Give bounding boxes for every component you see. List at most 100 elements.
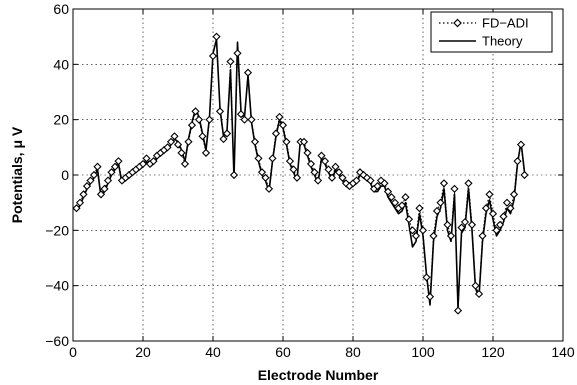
- data-point-fd-adi: [254, 154, 263, 163]
- x-tick-label: 140: [551, 344, 575, 360]
- y-tick-label: −40: [45, 278, 69, 294]
- data-point-fd-adi: [75, 198, 85, 207]
- data-point-fd-adi: [107, 168, 116, 177]
- data-point-fd-adi: [320, 157, 330, 166]
- data-point-fd-adi: [187, 121, 197, 130]
- data-point-fd-adi: [114, 157, 123, 166]
- data-point-fd-adi: [282, 137, 291, 146]
- data-point-fd-adi: [331, 162, 340, 171]
- data-point-fd-adi: [201, 148, 211, 157]
- data-point-fd-adi: [264, 184, 274, 193]
- data-point-fd-adi: [429, 231, 438, 240]
- data-point-fd-adi: [464, 179, 473, 188]
- data-point-fd-adi: [485, 190, 494, 199]
- legend-box: [430, 11, 553, 53]
- data-point-fd-adi: [233, 49, 242, 58]
- data-point-fd-adi: [222, 129, 232, 138]
- data-point-fd-adi: [509, 190, 519, 199]
- data-point-fd-adi: [215, 107, 225, 116]
- data-point-fd-adi: [450, 184, 459, 193]
- data-point-fd-adi: [334, 168, 344, 177]
- data-point-fd-adi: [495, 220, 505, 229]
- data-point-fd-adi: [422, 273, 431, 282]
- data-point-fd-adi: [443, 220, 452, 229]
- data-point-fd-adi: [481, 204, 491, 213]
- data-point-fd-adi: [467, 220, 477, 229]
- data-point-fd-adi: [488, 209, 498, 218]
- data-point-fd-adi: [338, 173, 347, 182]
- data-point-fd-adi: [380, 179, 389, 188]
- data-point-fd-adi: [278, 121, 288, 130]
- data-point-fd-adi: [401, 193, 410, 202]
- legend-label-theory: Theory: [482, 34, 523, 49]
- data-point-fd-adi: [236, 110, 246, 119]
- data-point-fd-adi: [198, 132, 207, 141]
- data-point-fd-adi: [516, 140, 526, 149]
- data-point-fd-adi: [110, 162, 120, 171]
- data-point-fd-adi: [180, 159, 190, 169]
- axis-ticks: 0 20 40 60 80 100 120 140 −60 −40 −20 0 20 40 60: [45, 1, 575, 360]
- grid: [73, 9, 563, 341]
- x-axis-title: Electrode Number: [258, 367, 379, 383]
- data-point-fd-adi: [425, 292, 435, 301]
- y-tick-label: 40: [53, 56, 69, 72]
- series-line-theory: [75, 38, 526, 309]
- y-tick-label: 60: [53, 1, 69, 17]
- data-point-fd-adi: [373, 181, 382, 191]
- data-point-fd-adi: [149, 157, 158, 166]
- data-point-fd-adi: [397, 201, 407, 210]
- data-point-fd-adi: [292, 173, 302, 182]
- x-tick-label: 0: [69, 344, 77, 360]
- data-point-fd-adi: [79, 190, 88, 199]
- data-point-fd-adi: [289, 165, 298, 174]
- data-point-fd-adi: [212, 32, 221, 41]
- data-point-fd-adi: [271, 129, 281, 138]
- data-point-fd-adi: [513, 157, 522, 166]
- data-point-fd-adi: [275, 112, 284, 121]
- y-tick-label: 0: [61, 167, 69, 183]
- data-point-fd-adi: [247, 115, 256, 124]
- data-point-fd-adi: [471, 281, 480, 290]
- data-point-fd-adi: [100, 184, 109, 193]
- data-point-fd-adi: [436, 198, 445, 207]
- data-point-fd-adi: [446, 231, 456, 240]
- data-point-fd-adi: [240, 115, 249, 124]
- data-point-fd-adi: [243, 68, 253, 77]
- data-point-fd-adi: [387, 193, 396, 202]
- data-point-fd-adi: [317, 151, 326, 160]
- data-point-fd-adi: [404, 215, 414, 224]
- data-point-fd-adi: [453, 306, 463, 315]
- data-point-fd-adi: [103, 176, 113, 185]
- data-point-fd-adi: [299, 137, 309, 146]
- data-point-fd-adi: [96, 190, 106, 199]
- plot-series: [72, 32, 529, 315]
- data-point-fd-adi: [324, 165, 333, 174]
- data-point-fd-adi: [191, 107, 200, 116]
- data-point-fd-adi: [506, 204, 515, 213]
- x-tick-label: 120: [481, 344, 505, 360]
- data-point-fd-adi: [208, 51, 218, 61]
- data-point-fd-adi: [306, 159, 316, 169]
- data-point-fd-adi: [310, 168, 319, 177]
- y-tick-label: −20: [45, 222, 69, 238]
- data-point-fd-adi: [383, 187, 393, 196]
- y-tick-label: 20: [53, 112, 69, 128]
- data-point-fd-adi: [313, 176, 323, 185]
- data-point-fd-adi: [502, 198, 512, 207]
- data-point-fd-adi: [268, 154, 277, 163]
- data-point-fd-adi: [226, 57, 235, 66]
- x-tick-label: 100: [411, 344, 435, 360]
- data-point-fd-adi: [219, 134, 228, 144]
- data-point-fd-adi: [163, 143, 172, 152]
- data-point-fd-adi: [439, 179, 449, 188]
- data-point-fd-adi: [142, 154, 151, 163]
- data-point-fd-adi: [177, 148, 186, 157]
- data-point-fd-adi: [93, 162, 102, 171]
- x-tick-label: 20: [135, 344, 151, 360]
- data-point-fd-adi: [460, 217, 470, 227]
- legend-label-fd-adi: FD−ADI: [482, 16, 529, 31]
- data-point-fd-adi: [418, 226, 428, 235]
- data-point-fd-adi: [366, 176, 375, 185]
- x-tick-label: 40: [205, 344, 221, 360]
- data-point-fd-adi: [432, 206, 442, 216]
